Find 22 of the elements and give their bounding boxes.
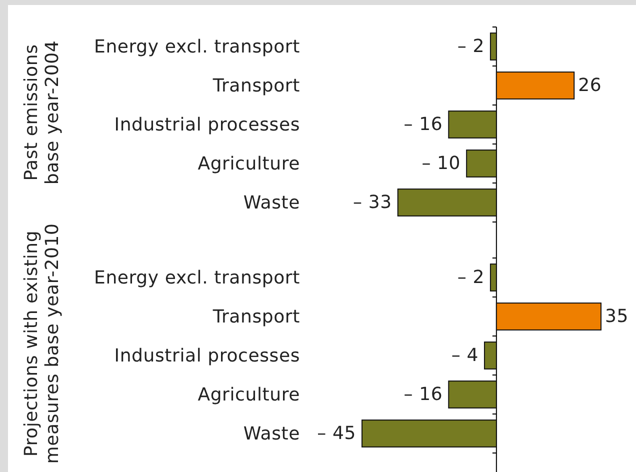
data-label: – 33 xyxy=(353,192,392,213)
y-tick-label: Industrial processes xyxy=(114,114,300,135)
y-tick-label: Waste xyxy=(243,423,300,444)
data-label: 26 xyxy=(578,75,602,96)
y-tick-label: Industrial processes xyxy=(114,345,300,366)
y-tick-label: Energy excl. transport xyxy=(94,36,300,57)
y-tick-label: Transport xyxy=(212,75,300,96)
data-label: – 2 xyxy=(457,36,484,57)
data-label: – 2 xyxy=(457,267,484,288)
y-axis-title: Projections with existing measures base year-2010 xyxy=(21,223,63,464)
data-label: – 16 xyxy=(404,384,443,405)
data-label: – 16 xyxy=(404,114,443,135)
data-label: – 4 xyxy=(451,345,478,366)
y-axis-title: Past emissions base year-2004 xyxy=(21,40,63,185)
y-tick-label: Transport xyxy=(212,306,300,327)
y-tick-label: Agriculture xyxy=(198,384,300,405)
data-label: 35 xyxy=(605,306,629,327)
y-tick-label: Agriculture xyxy=(198,153,300,174)
y-tick-label: Waste xyxy=(243,192,300,213)
data-label: – 45 xyxy=(317,423,356,444)
y-tick-label: Energy excl. transport xyxy=(94,267,300,288)
data-label: – 10 xyxy=(422,153,461,174)
